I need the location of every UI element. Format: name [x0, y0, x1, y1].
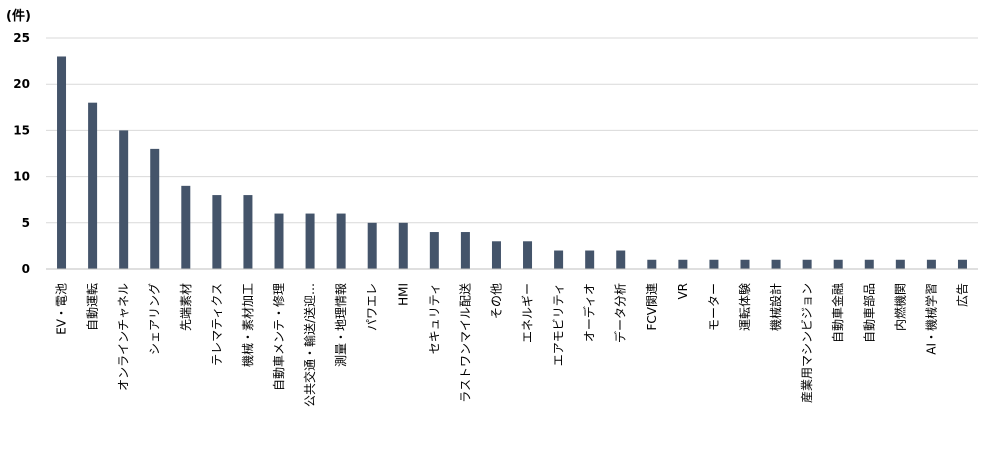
bars — [57, 56, 967, 270]
bar — [212, 195, 222, 269]
x-category-label: 機械・素材加工 — [240, 283, 255, 367]
x-category-label: その他 — [489, 283, 503, 319]
bar — [150, 148, 160, 269]
x-category-label: 運転体験 — [737, 283, 752, 331]
y-tick-label: 20 — [13, 77, 30, 91]
y-tick-label: 25 — [13, 31, 30, 45]
x-category-label: 公共交通・輸送/送迎… — [302, 283, 317, 407]
bar — [119, 130, 129, 269]
x-category-label: パワエレ — [365, 283, 379, 331]
x-category-label: 測量・地理情報 — [334, 283, 348, 367]
bar — [88, 102, 98, 270]
x-category-label: データ分析 — [613, 283, 628, 343]
x-category-label: 自動車メンテ・修理 — [271, 283, 286, 391]
bar — [523, 241, 533, 269]
x-category-label: 広告 — [955, 283, 969, 307]
bar — [367, 222, 377, 269]
bar — [554, 250, 564, 269]
bar — [709, 259, 719, 269]
bar — [181, 185, 191, 269]
x-category-label: オーディオ — [582, 283, 597, 342]
x-category-label: HMI — [396, 283, 410, 306]
y-tick-label: 5 — [22, 216, 30, 230]
x-category-label: ラストワンマイル配送 — [457, 283, 472, 403]
x-category-label: VR — [676, 283, 690, 300]
x-category-label: 自動車部品 — [861, 283, 876, 343]
y-tick-label: 0 — [22, 262, 30, 276]
bar — [802, 259, 812, 269]
x-category-label: テレマティクス — [210, 283, 224, 366]
x-category-label: シェアリング — [148, 283, 162, 355]
bar — [740, 259, 750, 269]
bar — [771, 259, 781, 269]
bar — [398, 222, 408, 269]
grid-lines — [46, 37, 978, 224]
bar — [895, 259, 905, 269]
bar — [926, 259, 936, 269]
y-axis-ticks: 0 5 10 15 20 25 — [13, 31, 30, 276]
x-category-label: エネルギー — [521, 283, 535, 343]
x-category-label: 内燃機関 — [892, 283, 907, 331]
bar — [616, 250, 626, 269]
x-category-label: AI・機械学習 — [923, 283, 938, 355]
x-category-label: 自動運転 — [86, 283, 100, 331]
bar — [864, 259, 874, 269]
x-category-label: 機械設計 — [768, 283, 783, 331]
bar — [460, 232, 470, 269]
y-tick-label: 15 — [13, 123, 30, 137]
y-axis-unit-label: (件) — [6, 8, 31, 24]
bar — [305, 213, 315, 269]
bar — [647, 259, 657, 269]
y-tick-label: 10 — [13, 170, 30, 184]
bar — [429, 232, 439, 269]
x-category-label: セキュリティ — [427, 283, 441, 354]
bar — [336, 213, 346, 269]
x-category-label: EV・電池 — [55, 283, 69, 335]
x-category-label: 産業用マシンビジョン — [799, 283, 814, 403]
x-category-label: 先端素材 — [179, 283, 193, 331]
bar — [678, 259, 688, 269]
x-category-label: エアモビリティ — [552, 283, 566, 366]
bar — [57, 56, 67, 270]
x-category-label: 自動車金融 — [830, 283, 845, 343]
x-category-label: FCV関連 — [645, 283, 659, 331]
x-category-label: モーター — [707, 283, 721, 331]
x-category-label: オンラインチャネル — [117, 283, 131, 391]
x-axis-category-labels: EV・電池 自動運転 オンラインチャネル シェアリング 先端素材 テレマティクス 機械・素材… — [55, 283, 970, 407]
bar — [957, 259, 967, 269]
bar — [243, 195, 253, 269]
bar — [491, 241, 501, 269]
bar — [585, 250, 595, 269]
bar — [833, 259, 843, 269]
bar — [274, 213, 284, 269]
